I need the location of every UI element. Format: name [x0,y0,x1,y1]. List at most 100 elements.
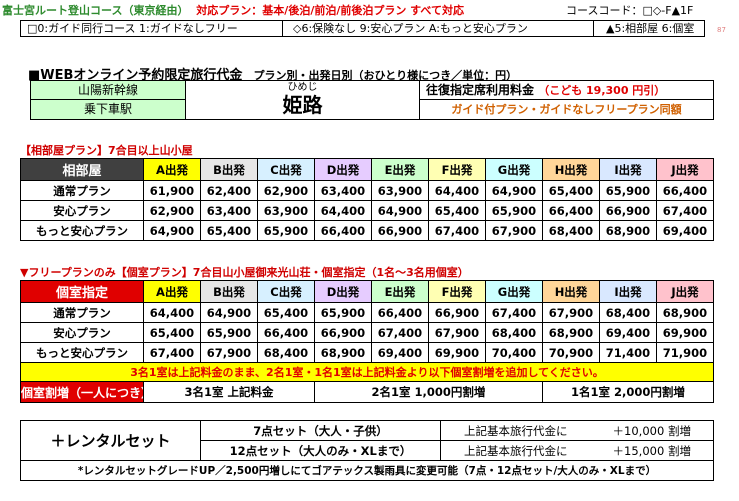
price-cell: 62,900 [257,180,315,201]
price-cell: 66,400 [656,180,714,201]
header-line: 富士宮ルート登山コース（東京経由） 対応プラン：基本/後泊/前泊/前後泊プラン … [2,2,464,18]
private-title: ▼フリープランのみ【個室プラン】7合目山小屋御来光山荘・個室指定（1名～3名用個… [20,266,469,279]
price-cell: 69,400 [371,342,429,363]
price-cell: 61,900 [143,180,201,201]
price-cell: 68,900 [314,342,372,363]
price-cell: 64,900 [200,302,258,323]
price-cell: 67,400 [485,302,543,323]
col-E: E出発 [371,280,429,303]
price-cell: 65,900 [200,322,258,343]
col-G: G出発 [485,280,543,303]
col-F: F出発 [428,280,486,303]
course-code: コースコード：□◇-F▲1F [566,4,694,17]
price-cell: 65,900 [257,220,315,241]
price-cell: 68,400 [257,342,315,363]
rental-amount: ＋15,000 割増 [590,440,714,461]
main-title-left: ■WEBオンライン予約限定旅行代金 [28,68,243,83]
price-cell: 66,400 [371,302,429,323]
price-cell: 68,900 [599,220,657,241]
price-cell: 66,900 [371,220,429,241]
table-row: 通常プラン 64,400 64,900 65,400 65,900 66,400… [20,302,714,323]
table-row: 通常プラン 61,900 62,400 62,900 63,400 63,900… [20,180,714,201]
row-label: 通常プラン [20,302,144,323]
rental-amount: ＋10,000 割増 [590,420,714,441]
price-cell: 64,900 [143,220,201,241]
station-block: 山陽新幹線 乗下車駅 ひめじ 姫路 往復指定席利用料金 （こども 19,300 … [30,80,714,120]
surcharge-1: 1名1室 2,000円割増 [542,381,714,403]
col-H: H出発 [542,280,600,303]
shared-title: 【相部屋プラン】7合目以上山小屋 [20,144,193,157]
surcharge-row: 個室割増（一人につき） 3名1室 上記料金 2名1室 1,000円割増 1名1室… [20,381,714,403]
guide-note: ガイド付プラン・ガイドなしフリープラン同額 [419,100,713,119]
col-I: I出発 [599,158,657,181]
rental-note-row: *レンタルセットグレードUP／2,500円増しにてゴアテックス製雨具に変更可能（… [20,460,714,481]
price-cell: 65,400 [257,302,315,323]
shared-header-label: 相部屋 [20,158,144,181]
col-I: I出発 [599,280,657,303]
fare-row: 往復指定席利用料金 （こども 19,300 円引） [419,81,713,100]
col-E: E出発 [371,158,429,181]
price-cell: 63,400 [314,180,372,201]
row-label: 安心プラン [20,200,144,221]
rental-table: ＋レンタルセット 7点セット（大人・子供） 上記基本旅行代金に ＋10,000 … [20,420,714,481]
price-cell: 68,900 [542,322,600,343]
rental-desc: 上記基本旅行代金に [440,440,591,461]
station-board: 乗下車駅 [31,100,186,119]
col-A: A出発 [143,158,201,181]
price-cell: 70,900 [542,342,600,363]
price-cell: 71,900 [656,342,714,363]
price-cell: 67,900 [428,322,486,343]
main-title-right: プラン別・出発日別（おひとり様につき／単位：円） [253,69,518,82]
price-cell: 65,400 [143,322,201,343]
shared-table: 相部屋 A出発 B出発 C出発 D出発 E出発 F出発 G出発 H出発 I出発 … [20,158,714,241]
price-cell: 71,400 [599,342,657,363]
price-cell: 67,400 [656,200,714,221]
row-label: もっと安心プラン [20,220,144,241]
course-title: 富士宮ルート登山コース（東京経由） [2,4,189,17]
price-cell: 64,400 [428,180,486,201]
option-room: ▲5:相部屋 6:個室 [606,22,695,35]
options-bar: □0:ガイド同行コース 1:ガイドなしフリー ◇6:保険なし 9:安心プラン A… [20,20,705,37]
col-H: H出発 [542,158,600,181]
col-C: C出発 [257,280,315,303]
table-row: 安心プラン 65,400 65,900 66,400 66,900 67,400… [20,322,714,343]
price-cell: 64,400 [143,302,201,323]
price-cell: 67,400 [371,322,429,343]
price-cell: 65,900 [314,302,372,323]
price-cell: 69,400 [656,220,714,241]
price-cell: 64,900 [371,200,429,221]
option-insurance: ◇6:保険なし 9:安心プラン A:もっと安心プラン [283,21,594,36]
price-cell: 68,400 [485,322,543,343]
rental-row: ＋レンタルセット 7点セット（大人・子供） 上記基本旅行代金に ＋10,000 … [20,420,714,461]
surcharge-3: 3名1室 上記料金 [143,381,315,403]
table-row: 安心プラン 62,900 63,400 63,900 64,400 64,900… [20,200,714,221]
price-cell: 64,900 [485,180,543,201]
price-cell: 67,900 [200,342,258,363]
price-cell: 67,400 [428,220,486,241]
price-cell: 66,900 [428,302,486,323]
private-note: 3名1室は上記料金のまま、2名1室・1名1室は上記料金より以下個室割増を追加して… [20,362,714,382]
price-cell: 63,900 [257,200,315,221]
price-cell: 67,900 [542,302,600,323]
price-cell: 65,900 [485,200,543,221]
price-cell: 62,400 [200,180,258,201]
private-table: 個室指定 A出発 B出発 C出発 D出発 E出発 F出発 G出発 H出発 I出発… [20,280,714,403]
col-C: C出発 [257,158,315,181]
child-fare: （こども 19,300 円引） [538,84,666,97]
price-cell: 66,900 [599,200,657,221]
table-row: もっと安心プラン 64,900 65,400 65,900 66,400 66,… [20,220,714,241]
rental-set-name: 7点セット（大人・子供） [200,420,441,441]
price-cell: 66,400 [257,322,315,343]
price-cell: 65,400 [428,200,486,221]
row-label: もっと安心プラン [20,342,144,363]
price-cell: 67,900 [485,220,543,241]
price-cell: 70,400 [485,342,543,363]
table-row: もっと安心プラン 67,400 67,900 68,400 68,900 69,… [20,342,714,363]
fare-label: 往復指定席利用料金 [426,83,535,97]
col-B: B出発 [200,158,258,181]
option-guide: □0:ガイド同行コース 1:ガイドなしフリー [21,21,283,36]
price-cell: 65,900 [599,180,657,201]
price-cell: 66,900 [314,322,372,343]
price-cell: 69,900 [656,322,714,343]
page-number: 87 [717,26,726,34]
